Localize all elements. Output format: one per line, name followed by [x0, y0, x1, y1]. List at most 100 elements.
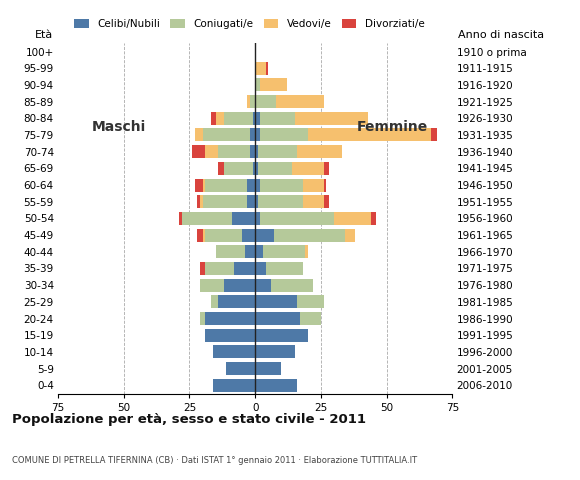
Bar [255, 162, 258, 175]
Text: Femmine: Femmine [356, 120, 427, 133]
Bar [197, 195, 200, 208]
Text: Anno di nascita: Anno di nascita [458, 30, 544, 40]
Text: Maschi: Maschi [91, 120, 146, 133]
Bar [255, 112, 260, 125]
Bar [211, 295, 219, 308]
Bar [202, 179, 205, 192]
Bar [432, 129, 437, 142]
Bar [179, 212, 182, 225]
Bar [255, 145, 258, 158]
Bar [260, 129, 308, 142]
Bar [274, 228, 345, 241]
Bar [247, 179, 255, 192]
Bar [219, 295, 255, 308]
Bar [298, 295, 324, 308]
Bar [271, 278, 313, 292]
Bar [260, 179, 303, 192]
Legend: Celibi/Nubili, Coniugati/e, Vedovi/e, Divorziati/e: Celibi/Nubili, Coniugati/e, Vedovi/e, Di… [70, 15, 429, 33]
Bar [255, 228, 274, 241]
Bar [216, 112, 224, 125]
Bar [213, 346, 255, 359]
Bar [219, 145, 250, 158]
Bar [258, 145, 298, 158]
Bar [224, 278, 255, 292]
Bar [255, 295, 298, 308]
Bar [334, 212, 371, 225]
Bar [252, 162, 255, 175]
Bar [308, 129, 432, 142]
Bar [255, 346, 295, 359]
Bar [255, 212, 260, 225]
Bar [200, 278, 224, 292]
Bar [371, 212, 376, 225]
Bar [200, 262, 205, 275]
Bar [258, 195, 303, 208]
Bar [255, 195, 258, 208]
Bar [266, 262, 303, 275]
Bar [324, 162, 329, 175]
Bar [255, 95, 276, 108]
Bar [255, 262, 266, 275]
Bar [211, 112, 216, 125]
Bar [182, 212, 231, 225]
Bar [205, 329, 255, 342]
Bar [260, 212, 334, 225]
Bar [205, 145, 219, 158]
Bar [255, 245, 263, 258]
Bar [205, 179, 247, 192]
Bar [303, 195, 324, 208]
Bar [255, 78, 260, 91]
Bar [295, 112, 368, 125]
Bar [298, 145, 342, 158]
Bar [324, 179, 326, 192]
Bar [205, 312, 255, 325]
Bar [216, 245, 245, 258]
Bar [255, 312, 300, 325]
Bar [258, 162, 292, 175]
Bar [345, 228, 355, 241]
Text: COMUNE DI PETRELLA TIFERNINA (CB) · Dati ISTAT 1° gennaio 2011 · Elaborazione TU: COMUNE DI PETRELLA TIFERNINA (CB) · Dati… [12, 456, 416, 465]
Bar [202, 129, 250, 142]
Bar [219, 162, 224, 175]
Bar [260, 112, 295, 125]
Bar [231, 212, 255, 225]
Bar [213, 379, 255, 392]
Bar [202, 228, 205, 241]
Bar [197, 228, 202, 241]
Bar [255, 179, 260, 192]
Bar [205, 228, 242, 241]
Bar [260, 78, 287, 91]
Bar [245, 245, 255, 258]
Bar [195, 179, 202, 192]
Bar [200, 312, 205, 325]
Bar [250, 129, 255, 142]
Text: Età: Età [34, 30, 53, 40]
Bar [250, 145, 255, 158]
Text: Popolazione per età, sesso e stato civile - 2011: Popolazione per età, sesso e stato civil… [12, 413, 365, 426]
Bar [263, 245, 305, 258]
Bar [324, 195, 329, 208]
Bar [276, 95, 324, 108]
Bar [255, 278, 271, 292]
Bar [224, 112, 252, 125]
Bar [255, 129, 260, 142]
Bar [292, 162, 324, 175]
Bar [200, 195, 202, 208]
Bar [300, 312, 321, 325]
Bar [305, 245, 308, 258]
Bar [242, 228, 255, 241]
Bar [234, 262, 255, 275]
Bar [224, 162, 252, 175]
Bar [255, 379, 298, 392]
Bar [255, 329, 308, 342]
Bar [247, 95, 250, 108]
Bar [192, 145, 205, 158]
Bar [252, 112, 255, 125]
Bar [255, 362, 281, 375]
Bar [205, 262, 234, 275]
Bar [202, 195, 247, 208]
Bar [247, 195, 255, 208]
Bar [303, 179, 324, 192]
Bar [266, 62, 269, 75]
Bar [250, 95, 255, 108]
